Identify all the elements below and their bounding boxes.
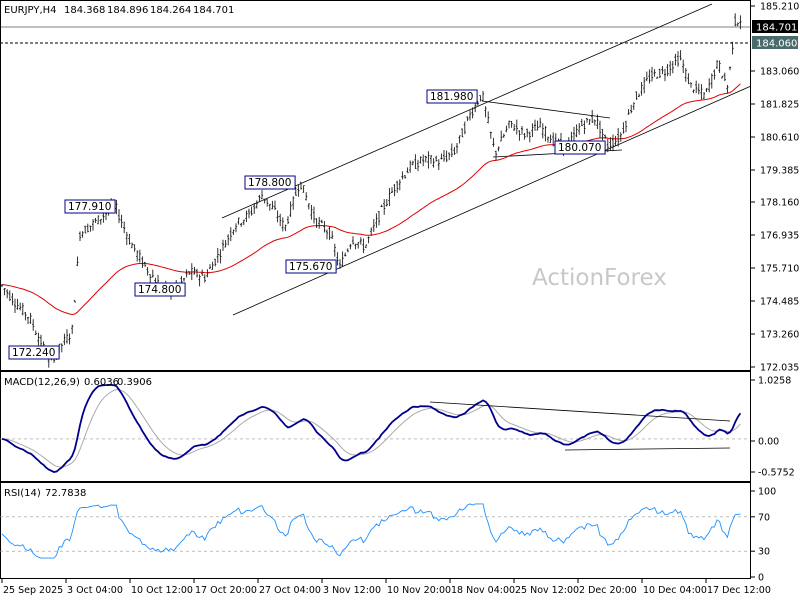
annotation-label: 181.980	[430, 91, 473, 103]
time-tick-label: 25 Nov 12:00	[515, 585, 579, 596]
time-tick-label: 17 Oct 20:00	[195, 585, 257, 596]
rsi-value: 72.7838	[45, 488, 86, 499]
macd-tick-label: 1.0258	[758, 376, 791, 387]
macd-tick-label: -0.5752	[758, 468, 795, 479]
time-tick-label: 2 Dec 20:00	[579, 585, 637, 596]
price-tick-label: 185.210	[760, 2, 799, 13]
annotation-box	[244, 175, 296, 190]
header-close: 184.701	[193, 5, 234, 16]
annotation-label: 175.670	[289, 261, 332, 273]
macd-trendline-upper	[429, 401, 731, 422]
macd-signal-line	[1, 389, 741, 468]
annotation-label: 177.910	[68, 201, 111, 213]
header-high: 184.896	[107, 5, 148, 16]
current-price-label: 184.701	[756, 23, 797, 34]
macd-value-1: 0.6036	[84, 377, 119, 388]
macd-trendline-lower	[564, 447, 731, 451]
price-tick-label: 174.485	[760, 297, 799, 308]
rsi-tick-label: 30	[758, 547, 770, 558]
time-tick-label: 27 Oct 04:00	[259, 585, 321, 596]
time-tick-label: 18 Nov 04:00	[451, 585, 515, 596]
rsi-indicator: 100 70 30 0	[0, 487, 776, 584]
macd-value-2: 0.3906	[117, 377, 152, 388]
price-tick-label: 178.160	[760, 198, 799, 209]
macd-tick-label: 0.00	[758, 437, 779, 448]
rsi-tick-label: 70	[758, 512, 770, 523]
annotation-label: 172.240	[12, 347, 55, 359]
alt-price-label: 184.060	[756, 39, 797, 50]
macd-panel-frame	[0, 371, 751, 482]
time-tick-label: 3 Oct 04:00	[67, 585, 123, 596]
price-tick-label: 181.825	[760, 100, 799, 111]
annotation-box	[426, 89, 478, 104]
macd-indicator: 1.0258 0.00 -0.5752	[0, 376, 795, 479]
price-panel-frame	[0, 0, 751, 371]
time-tick-label: 10 Dec 04:00	[643, 585, 707, 596]
price-tick-label: 183.060	[760, 67, 799, 78]
annotation-box	[8, 345, 60, 360]
chart-symbol: EURJPY,H4	[4, 5, 57, 16]
time-tick-label: 10 Nov 20:00	[387, 585, 451, 596]
price-tick-label: 172.035	[760, 363, 799, 374]
price-tick-label: 173.260	[760, 330, 799, 341]
rsi-panel-frame	[0, 482, 751, 579]
time-tick-label: 25 Sep 2025	[3, 585, 63, 596]
annotation-box	[134, 282, 186, 297]
header-low: 184.264	[150, 5, 191, 16]
annotation-box	[554, 140, 606, 155]
price-annotations: 172.240 177.910 174.800 178.800 175.670 181.9…	[8, 89, 606, 360]
header-open: 184.368	[64, 5, 105, 16]
alt-price-box	[752, 36, 798, 49]
price-tick-label: 179.385	[760, 166, 799, 177]
current-price-box	[752, 20, 798, 33]
annotation-box	[64, 199, 116, 214]
price-tick-label: 175.710	[760, 264, 799, 275]
price-tick-label: 176.935	[760, 231, 799, 242]
price-tick-label: 180.610	[760, 133, 799, 144]
macd-line	[1, 383, 742, 473]
macd-label: MACD(12,26,9)	[4, 377, 80, 388]
time-axis: 25 Sep 2025 3 Oct 04:00 10 Oct 12:00 17 Oct…	[1, 579, 771, 596]
annotation-label: 174.800	[138, 284, 181, 296]
price-bars	[0, 13, 742, 368]
annotation-label: 180.070	[558, 142, 601, 154]
time-tick-label: 3 Nov 12:00	[323, 585, 381, 596]
time-tick-label: 17 Dec 12:00	[707, 585, 771, 596]
annotation-box	[285, 259, 337, 274]
price-axis: 185.210 183.060 181.825 180.610 179.385 178.1…	[751, 2, 799, 374]
rsi-tick-label: 100	[758, 487, 776, 498]
watermark: ActionForex	[532, 265, 667, 291]
time-tick-label: 10 Oct 12:00	[131, 585, 193, 596]
rsi-tick-label: 0	[758, 573, 764, 584]
annotation-label: 178.800	[248, 177, 291, 189]
channel-upper-line	[221, 3, 713, 219]
triangle-upper-line	[481, 100, 611, 119]
rsi-label: RSI(14)	[4, 488, 41, 499]
rsi-line	[1, 503, 741, 559]
channel-lower-line	[232, 85, 752, 316]
